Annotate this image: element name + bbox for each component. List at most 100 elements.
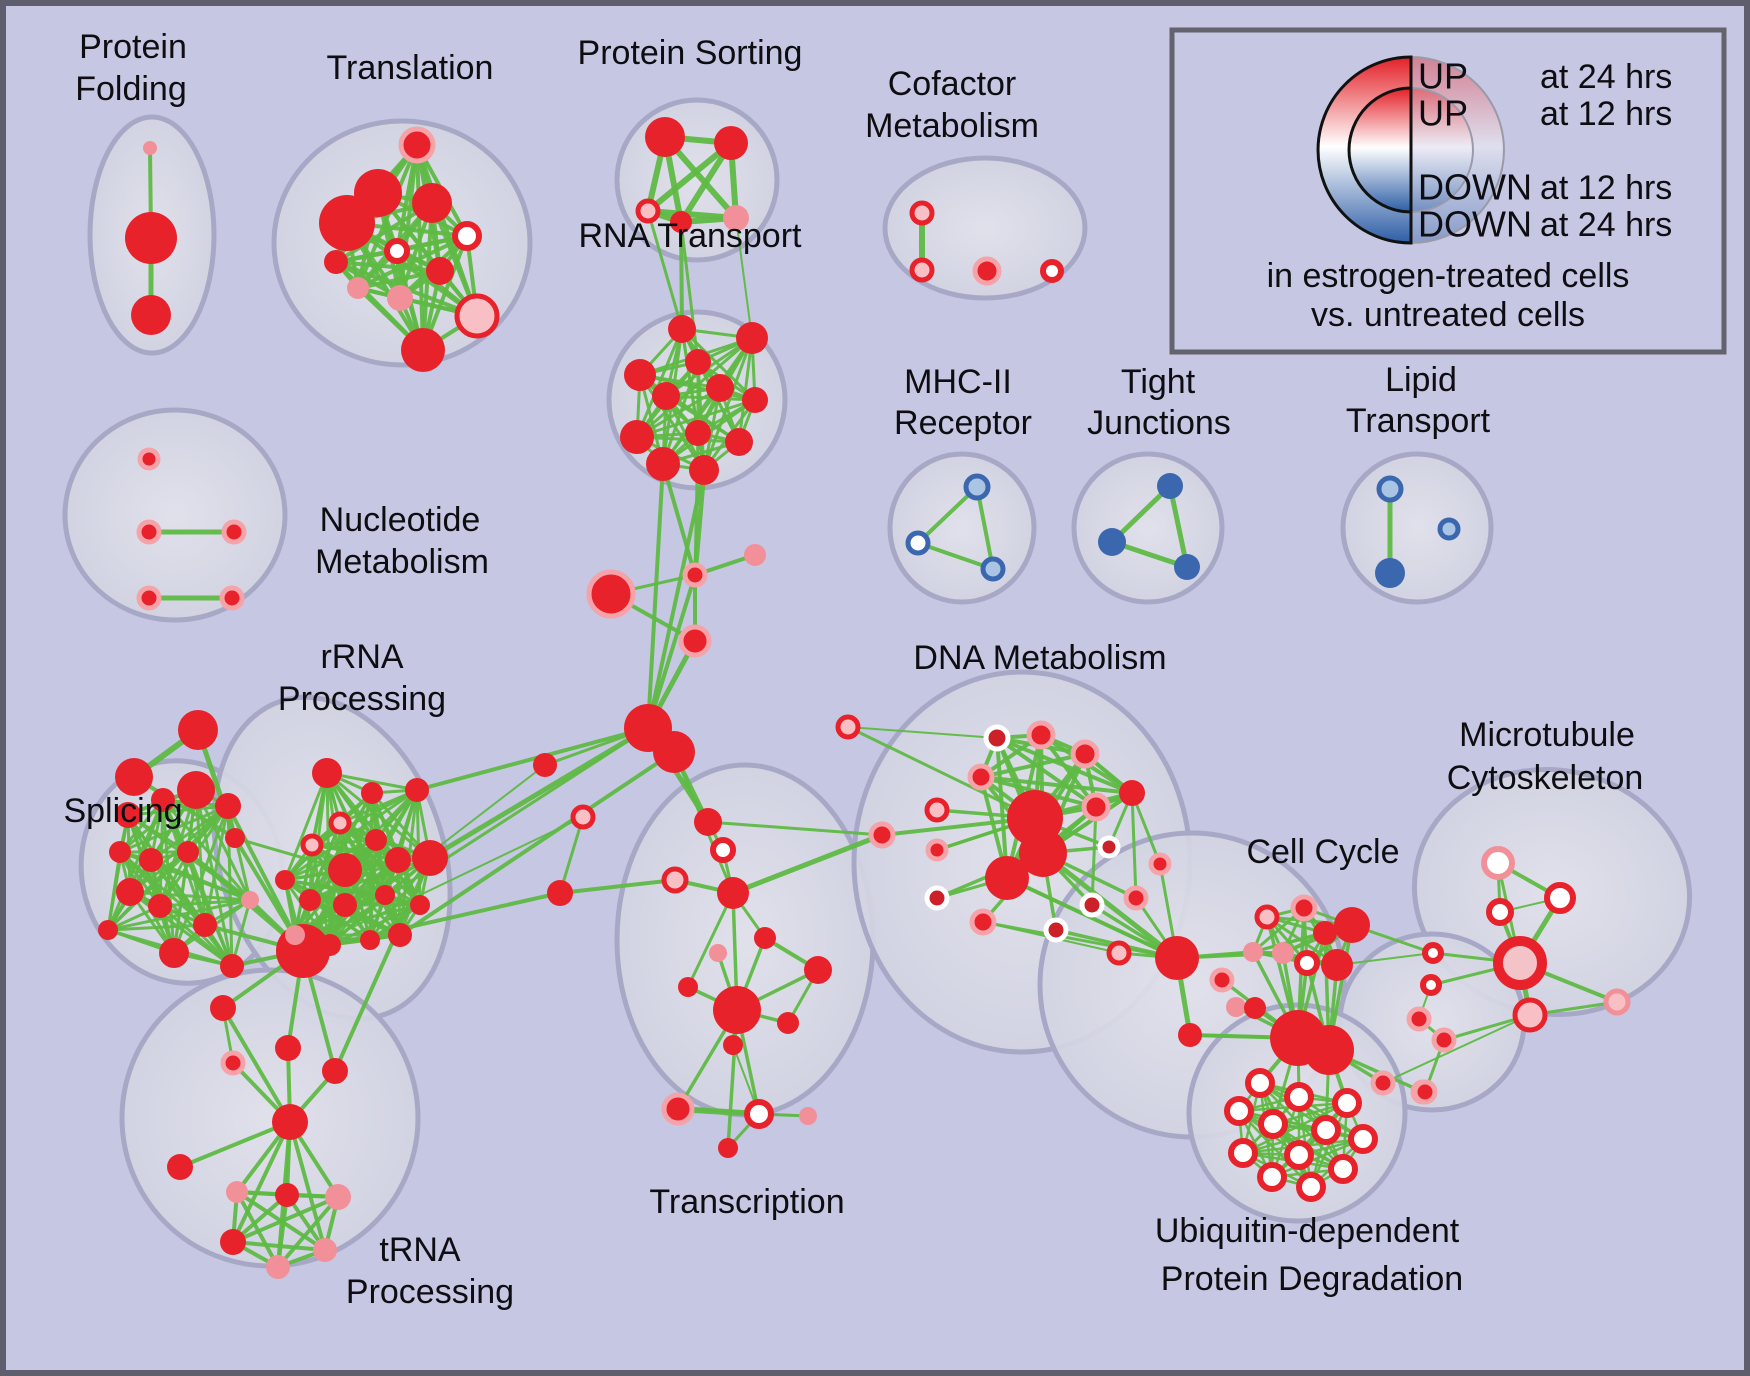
node-solid	[360, 930, 380, 950]
node-light	[285, 925, 305, 945]
node-ring-pink	[454, 293, 500, 339]
node-bluering-white	[905, 530, 931, 556]
network-edge	[231, 1195, 340, 1244]
cluster-label-ubiquitin-dependent-protein-degradation: Ubiquitin-dependent	[1155, 1212, 1460, 1250]
cluster-label-splicing: Splicing	[63, 792, 182, 830]
network-edge	[981, 920, 1179, 960]
node-light	[799, 1107, 817, 1125]
node-solid	[1334, 907, 1370, 943]
node-solid	[361, 782, 383, 804]
legend-box	[1169, 27, 1727, 355]
node-pinkring-red	[925, 838, 949, 862]
node-pinkring-red	[398, 126, 436, 164]
node-solid	[299, 889, 321, 911]
network-edge	[118, 804, 230, 854]
node-solid	[547, 880, 573, 906]
node-pinkring-red	[1148, 852, 1172, 876]
network-edge	[415, 726, 650, 792]
node-solid	[401, 328, 445, 372]
network-edge	[635, 327, 684, 439]
network-edge	[301, 891, 562, 953]
node-solid	[385, 847, 411, 873]
network-edge	[1270, 1137, 1365, 1179]
network-edge	[283, 838, 378, 882]
network-edge	[1167, 483, 1190, 570]
network-edge	[231, 1120, 292, 1244]
network-edge	[646, 468, 706, 730]
node-solid	[689, 455, 719, 485]
network-edge	[979, 752, 1087, 779]
node-pinkring-red	[1431, 1027, 1457, 1053]
node-bluering-light	[963, 473, 991, 501]
node-light	[325, 1184, 351, 1210]
node-pinkring-red	[1290, 894, 1318, 922]
network-edge	[846, 725, 1037, 820]
node-solid	[646, 447, 680, 481]
network-edge	[132, 775, 237, 840]
network-edge	[706, 820, 884, 837]
node-solid	[220, 954, 244, 978]
node-pinkring-red	[678, 624, 712, 658]
network-edge	[702, 336, 754, 472]
node-solid	[1119, 780, 1145, 806]
network-edge	[737, 336, 754, 444]
node-solid	[328, 853, 362, 887]
network-edge	[916, 541, 995, 571]
network-edge	[975, 485, 995, 571]
node-pinkring-red	[586, 569, 636, 619]
network-edge	[558, 878, 677, 895]
cluster-label-lipid-transport: Transport	[1346, 402, 1491, 440]
cluster-label-transcription: Transcription	[649, 1183, 844, 1221]
cluster-ellipse-nucleotide-metabolism	[62, 407, 288, 623]
legend-circle-12h-left	[1347, 86, 1413, 214]
network-edge	[427, 725, 651, 861]
node-solid	[1304, 1025, 1354, 1075]
legend-footer-text: vs. untreated cells	[1311, 296, 1585, 334]
node-solid	[275, 870, 295, 890]
node-ring-white	[710, 837, 736, 863]
node-solid	[718, 1138, 738, 1158]
node-pinkring-red	[1370, 1070, 1396, 1096]
node-solid	[1313, 921, 1337, 945]
node-solid	[804, 956, 832, 984]
node-ring-white	[1420, 974, 1442, 996]
cluster-label-protein-folding: Folding	[75, 70, 187, 108]
node-solid	[714, 126, 748, 160]
node-solid	[736, 322, 768, 354]
node-solid	[717, 877, 749, 909]
node-ring-pink	[909, 200, 935, 226]
cluster-label-microtubule-cytoskeleton: Cytoskeleton	[1447, 759, 1644, 797]
network-edge	[646, 462, 665, 730]
cluster-ellipse-lipid-transport	[1340, 451, 1494, 605]
node-solid	[1244, 997, 1266, 1019]
node-solid	[652, 382, 680, 410]
network-edge	[646, 573, 697, 730]
network-edge	[106, 850, 190, 932]
cluster-labels: Protein Folding Translation Protein Sorting…	[63, 28, 1643, 1311]
node-ring-pink	[1106, 940, 1132, 966]
cluster-label-microtubule-cytoskeleton: Microtubule	[1459, 716, 1635, 754]
network-edge	[1090, 805, 1098, 907]
node-pinkring-red	[136, 585, 162, 611]
node-bluering-light	[1376, 475, 1404, 503]
network-edge	[995, 736, 1009, 880]
network-edge	[118, 850, 234, 968]
cluster-label-dna-metabolism: DNA Metabolism	[913, 639, 1166, 677]
network-edge	[333, 856, 432, 1073]
cluster-label-rrna-processing: Processing	[278, 680, 446, 718]
node-ring-pink	[924, 797, 950, 823]
network-edge	[916, 485, 979, 545]
network-edge	[679, 220, 684, 331]
node-pinkring-red	[1123, 885, 1149, 911]
node-solid	[620, 420, 654, 454]
node-ring-white	[1224, 1096, 1254, 1126]
node-ring-white	[1348, 1124, 1378, 1154]
node-pinkring-red	[1070, 739, 1100, 769]
network-edge	[288, 1120, 327, 1252]
network-edge	[979, 775, 1134, 795]
node-solid	[178, 710, 218, 750]
node-ring-white	[744, 1099, 774, 1129]
node-light	[347, 277, 369, 299]
node-ring-white	[1296, 1172, 1326, 1202]
